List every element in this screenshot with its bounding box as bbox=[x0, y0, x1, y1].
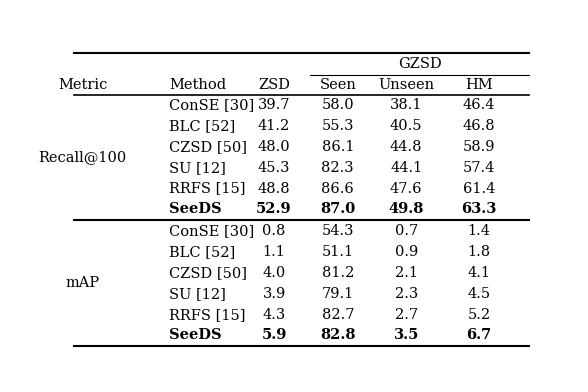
Text: CZSD [50]: CZSD [50] bbox=[169, 266, 247, 280]
Text: 4.0: 4.0 bbox=[262, 266, 286, 280]
Text: 0.7: 0.7 bbox=[395, 224, 418, 238]
Text: 0.8: 0.8 bbox=[262, 224, 286, 238]
Text: 48.0: 48.0 bbox=[258, 140, 290, 154]
Text: 52.9: 52.9 bbox=[256, 202, 292, 216]
Text: 1.4: 1.4 bbox=[467, 224, 490, 238]
Text: mAP: mAP bbox=[65, 276, 100, 290]
Text: 3.5: 3.5 bbox=[393, 328, 419, 343]
Text: 63.3: 63.3 bbox=[462, 202, 497, 216]
Text: 57.4: 57.4 bbox=[463, 161, 495, 175]
Text: 41.2: 41.2 bbox=[258, 119, 290, 133]
Text: 51.1: 51.1 bbox=[322, 245, 354, 259]
Text: 61.4: 61.4 bbox=[463, 181, 495, 196]
Text: 1.8: 1.8 bbox=[467, 245, 490, 259]
Text: CZSD [50]: CZSD [50] bbox=[169, 140, 247, 154]
Text: 39.7: 39.7 bbox=[258, 98, 290, 113]
Text: SU [12]: SU [12] bbox=[169, 287, 226, 301]
Text: 82.7: 82.7 bbox=[322, 308, 354, 322]
Text: 5.9: 5.9 bbox=[261, 328, 287, 343]
Text: 86.1: 86.1 bbox=[322, 140, 354, 154]
Text: HM: HM bbox=[465, 78, 493, 92]
Text: SeeDS: SeeDS bbox=[169, 328, 222, 343]
Text: BLC [52]: BLC [52] bbox=[169, 119, 235, 133]
Text: 5.2: 5.2 bbox=[467, 308, 490, 322]
Text: ConSE [30]: ConSE [30] bbox=[169, 98, 255, 113]
Text: Seen: Seen bbox=[319, 78, 356, 92]
Text: 47.6: 47.6 bbox=[390, 181, 422, 196]
Text: 38.1: 38.1 bbox=[390, 98, 422, 113]
Text: SU [12]: SU [12] bbox=[169, 161, 226, 175]
Text: 49.8: 49.8 bbox=[389, 202, 424, 216]
Text: 54.3: 54.3 bbox=[322, 224, 354, 238]
Text: Recall@100: Recall@100 bbox=[38, 151, 127, 164]
Text: 4.3: 4.3 bbox=[262, 308, 286, 322]
Text: 2.3: 2.3 bbox=[395, 287, 418, 301]
Text: 4.5: 4.5 bbox=[467, 287, 490, 301]
Text: 6.7: 6.7 bbox=[466, 328, 492, 343]
Text: 45.3: 45.3 bbox=[258, 161, 290, 175]
Text: 44.8: 44.8 bbox=[390, 140, 422, 154]
Text: 82.8: 82.8 bbox=[320, 328, 356, 343]
Text: 58.9: 58.9 bbox=[463, 140, 495, 154]
Text: 87.0: 87.0 bbox=[320, 202, 355, 216]
Text: SeeDS: SeeDS bbox=[169, 202, 222, 216]
Text: 58.0: 58.0 bbox=[322, 98, 354, 113]
Text: BLC [52]: BLC [52] bbox=[169, 245, 235, 259]
Text: RRFS [15]: RRFS [15] bbox=[169, 308, 246, 322]
Text: 48.8: 48.8 bbox=[258, 181, 290, 196]
Text: 3.9: 3.9 bbox=[262, 287, 286, 301]
Text: 82.3: 82.3 bbox=[322, 161, 354, 175]
Text: 2.7: 2.7 bbox=[395, 308, 417, 322]
Text: 0.9: 0.9 bbox=[395, 245, 418, 259]
Text: ZSD: ZSD bbox=[258, 78, 290, 92]
Text: 2.1: 2.1 bbox=[395, 266, 417, 280]
Text: 40.5: 40.5 bbox=[390, 119, 422, 133]
Text: 55.3: 55.3 bbox=[322, 119, 354, 133]
Text: Method: Method bbox=[169, 78, 226, 92]
Text: 79.1: 79.1 bbox=[322, 287, 354, 301]
Text: 1.1: 1.1 bbox=[263, 245, 285, 259]
Text: 86.6: 86.6 bbox=[322, 181, 354, 196]
Text: Unseen: Unseen bbox=[378, 78, 434, 92]
Text: RRFS [15]: RRFS [15] bbox=[169, 181, 246, 196]
Text: 46.8: 46.8 bbox=[463, 119, 495, 133]
Text: 4.1: 4.1 bbox=[467, 266, 490, 280]
Text: 44.1: 44.1 bbox=[390, 161, 422, 175]
Text: 46.4: 46.4 bbox=[463, 98, 495, 113]
Text: Metric: Metric bbox=[58, 78, 107, 92]
Text: GZSD: GZSD bbox=[398, 57, 442, 71]
Text: 81.2: 81.2 bbox=[322, 266, 354, 280]
Text: ConSE [30]: ConSE [30] bbox=[169, 224, 255, 238]
